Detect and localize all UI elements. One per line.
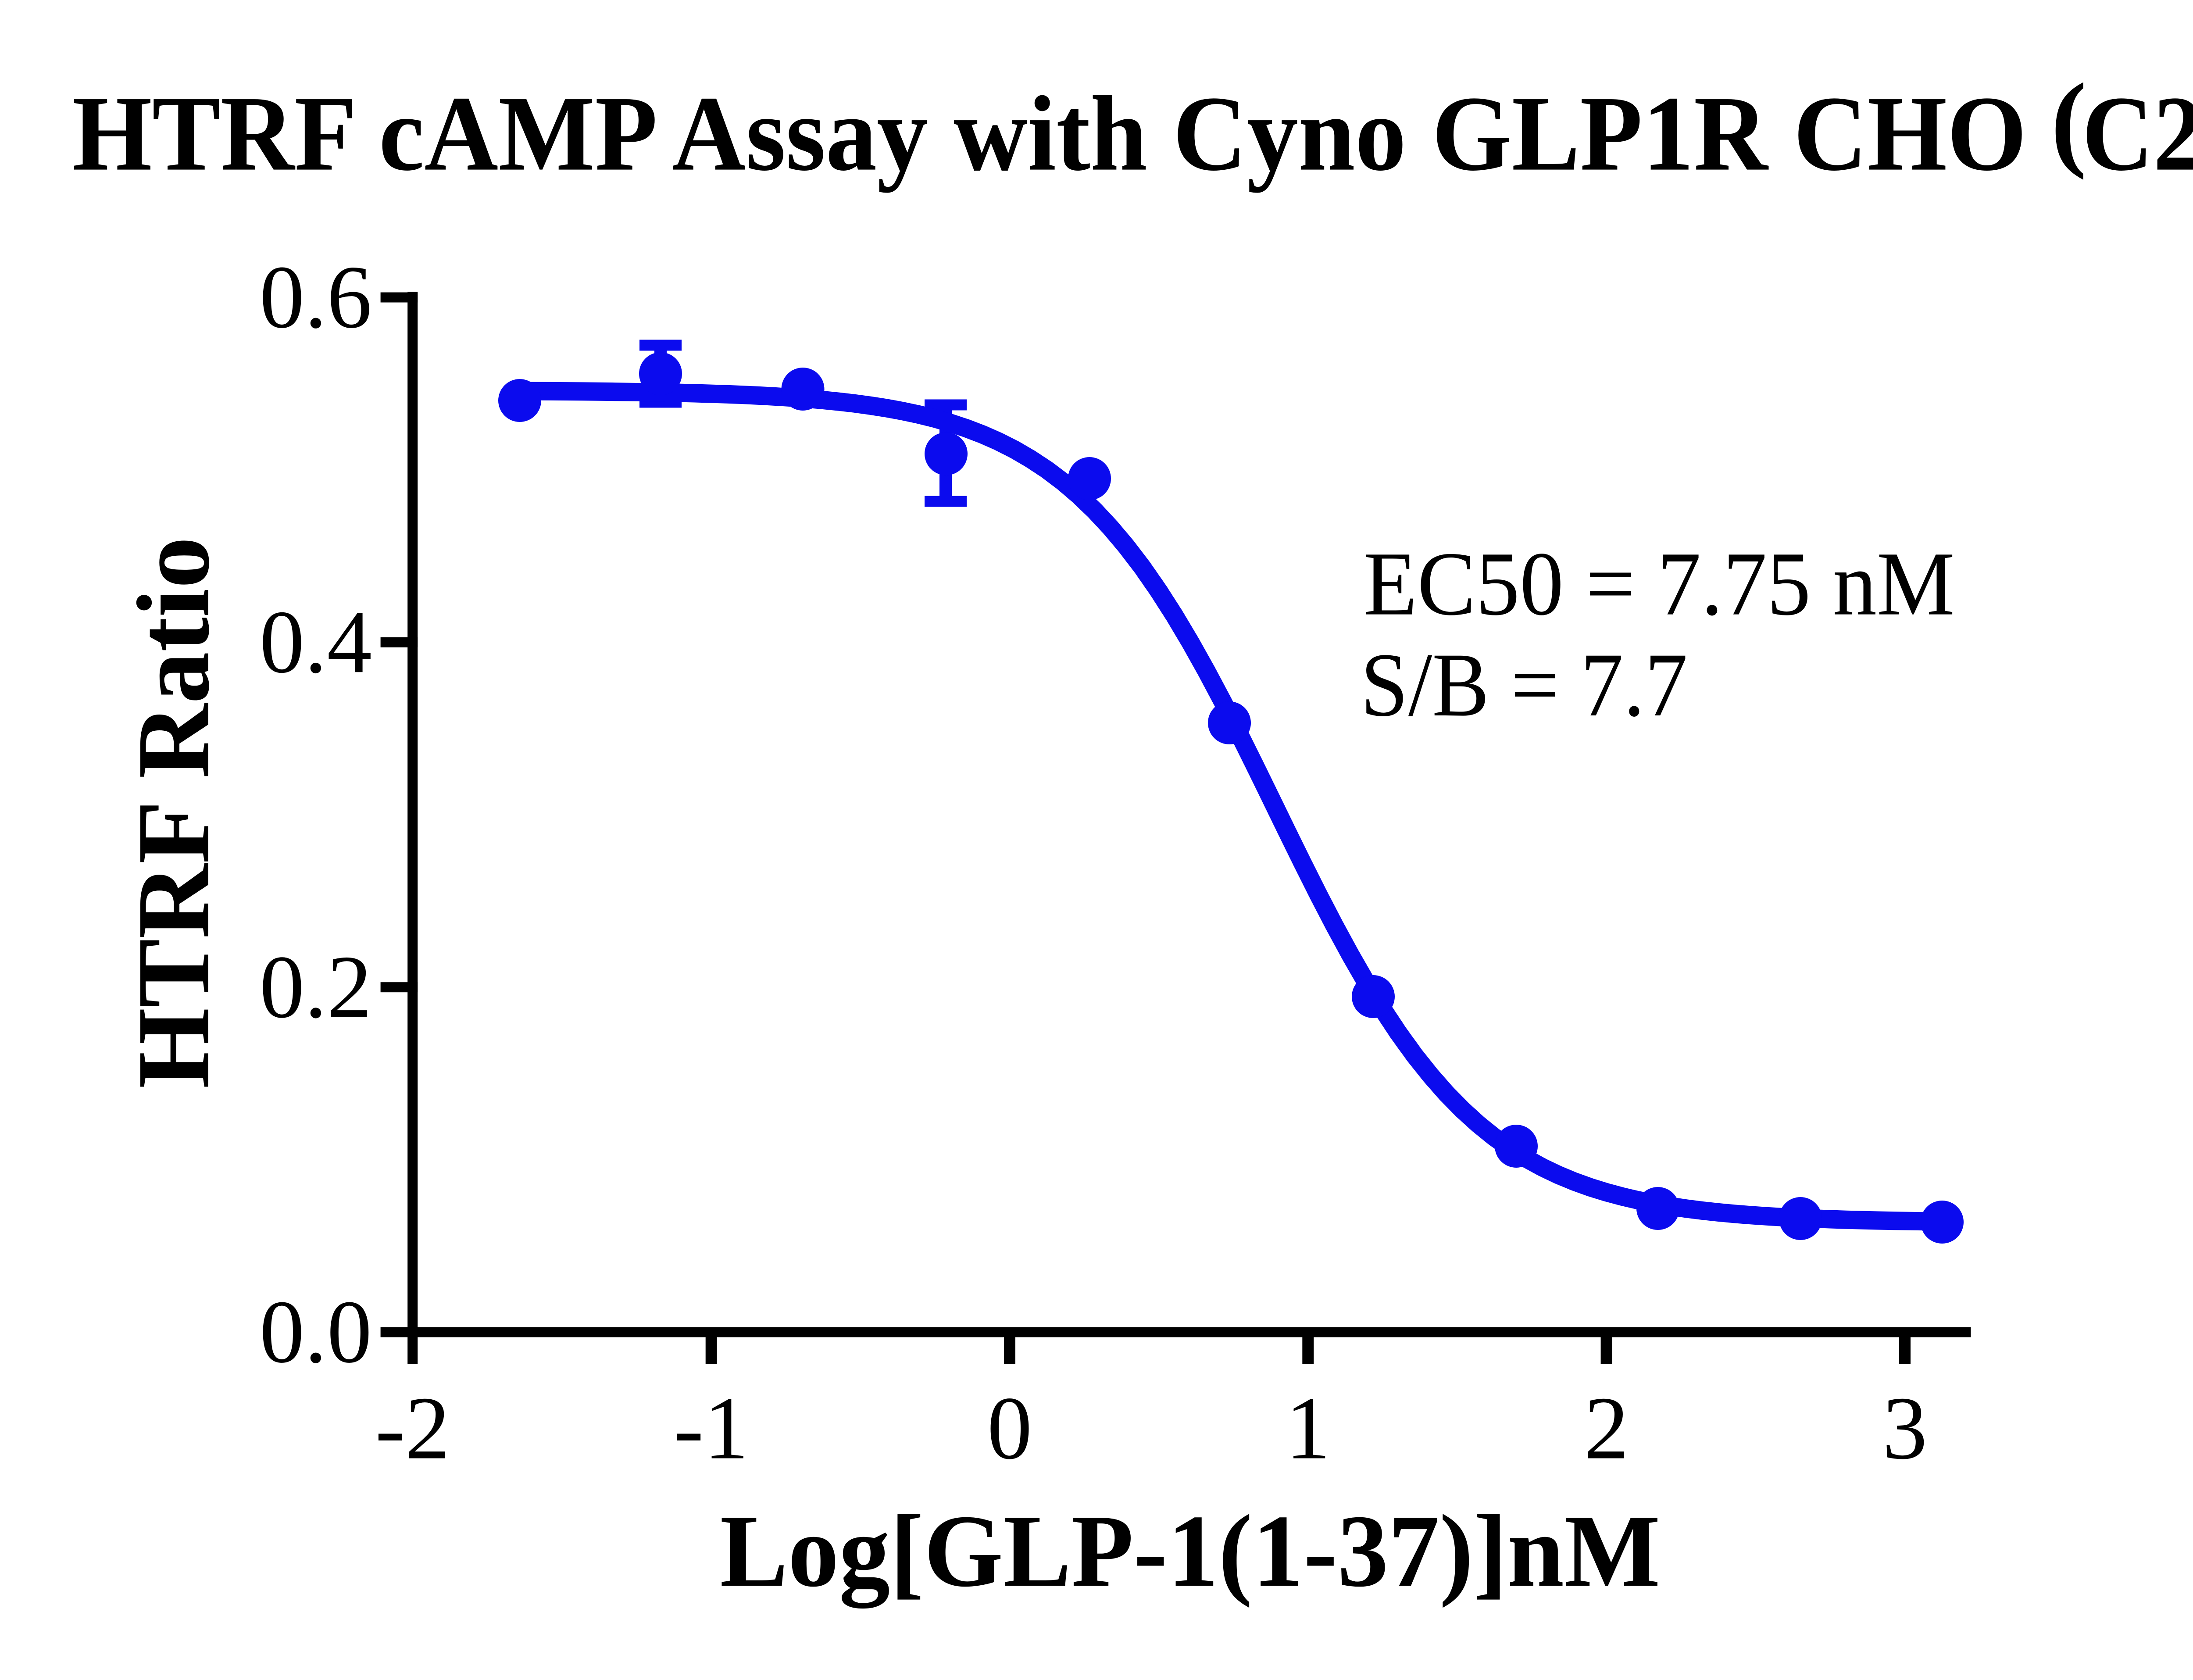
svg-text:1: 1 bbox=[1286, 1379, 1331, 1478]
svg-text:0.6: 0.6 bbox=[260, 247, 372, 347]
svg-text:Log[GLP-1(1-37)]nM: Log[GLP-1(1-37)]nM bbox=[720, 1494, 1661, 1609]
svg-text:HTRF cAMP Assay with Cyno GLP1: HTRF cAMP Assay with Cyno GLP1R CHO bbox=[72, 74, 2027, 193]
svg-text:EC50 = 7.75 nM: EC50 = 7.75 nM bbox=[1364, 533, 1955, 634]
svg-text:0: 0 bbox=[987, 1379, 1032, 1478]
svg-text:C24: C24 bbox=[2082, 74, 2193, 193]
svg-text:S/B = 7.7: S/B = 7.7 bbox=[1361, 634, 1688, 735]
svg-text:3: 3 bbox=[1882, 1379, 1928, 1478]
svg-text:0.2: 0.2 bbox=[260, 937, 372, 1037]
svg-text:0.4: 0.4 bbox=[260, 592, 372, 692]
svg-text:-1: -1 bbox=[674, 1379, 749, 1478]
svg-text:(: ( bbox=[2051, 61, 2087, 180]
svg-text:-2: -2 bbox=[375, 1379, 450, 1478]
svg-text:2: 2 bbox=[1584, 1379, 1629, 1478]
svg-text:0.0: 0.0 bbox=[260, 1282, 372, 1382]
svg-text:HTRF Ratio: HTRF Ratio bbox=[117, 537, 231, 1089]
